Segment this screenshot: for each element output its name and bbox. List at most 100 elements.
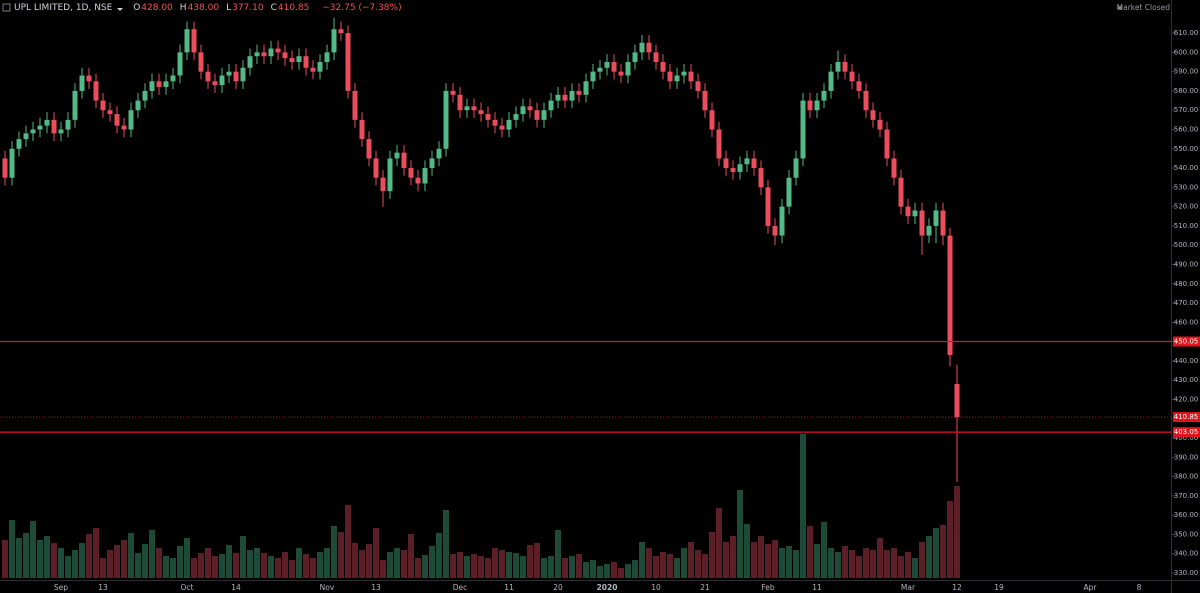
volume-bar [723,542,729,578]
menu-icon[interactable] [2,3,11,12]
y-tick-label: 390.00 [1174,453,1199,461]
candle-body [338,29,344,34]
volume-bar [688,542,694,578]
y-tick-label: 480.00 [1174,280,1199,288]
candle-body [149,81,155,91]
candle-body [317,62,323,72]
candle-body [254,52,260,57]
volume-bar [380,560,386,578]
volume-bar [443,510,449,578]
candle-body [863,90,869,111]
volume-bar [114,545,120,578]
candle-body [233,71,239,82]
y-tick-label: 520.00 [1174,203,1199,211]
volume-bar [198,553,204,578]
volume-bar [541,558,547,578]
y-tick-label: 580.00 [1174,87,1199,95]
volume-bar [730,536,736,578]
candle-body [429,158,435,169]
volume-bar [940,525,946,578]
ohlc-value: 377.10 [232,3,264,13]
volume-bar [884,550,890,578]
candle-body [709,110,715,130]
symbol-dropdown[interactable] [117,8,123,11]
volume-bar [303,554,309,578]
volume-bar [429,546,435,578]
volume-bar [709,532,715,578]
candle-body [800,100,806,159]
volume-bar [856,556,862,578]
ohlc-key: C [270,3,277,13]
candle-body [653,52,659,63]
x-tick-label: 21 [700,583,710,592]
candle-body [436,148,442,159]
candle-body [485,114,491,120]
volume-bar [667,554,673,578]
candle-body [303,56,309,68]
volume-bar [240,536,246,578]
candle-body [611,62,617,72]
candle-body [884,129,890,159]
candle-body [191,29,197,53]
x-tick-label: 14 [231,583,241,592]
volume-bar [919,542,925,578]
change: −32.75 (−7.38%) [322,3,402,13]
volume-bar [16,538,22,578]
volume-bar [863,548,869,578]
volume-bar [191,558,197,578]
candle-body [373,158,379,178]
x-tick-label: 12 [952,583,962,592]
candle-body [282,52,288,59]
candle-body [387,158,393,192]
x-tick-label: Oct [181,583,194,592]
y-tick-label: 600.00 [1174,48,1199,56]
candle-body [268,48,274,57]
volume-bar [478,556,484,578]
candle-body [618,71,624,76]
volume-bar [737,490,743,578]
ohlc: O428.00 H438.00 L377.10 C410.85 [133,3,316,13]
candle-body [275,48,281,53]
candle-body [562,94,568,101]
volume-bar [772,540,778,578]
candle-body [688,71,694,82]
y-tick-label: 380.00 [1174,473,1199,481]
volume-bar [898,556,904,578]
volume-bar [100,558,106,578]
volume-bar [828,548,834,578]
volume-bar [233,553,239,578]
volume-bar [128,533,134,578]
ohlc-value: 410.85 [277,3,310,13]
candle-body [464,106,470,111]
volume-bar [394,548,400,578]
volume-bar [338,532,344,578]
candle-body [72,90,78,120]
volume-bar [912,558,918,578]
candle-body [604,62,610,68]
y-tick-label: 360.00 [1174,511,1199,519]
x-tick-label: 11 [812,583,822,592]
candle-body [926,225,932,236]
volume-bar [121,540,127,578]
candle-body [954,384,960,418]
volume-bar [436,533,442,578]
volume-bar [513,553,519,578]
y-tick-label: 350.00 [1174,530,1199,538]
candle-body [352,90,358,120]
volume-bar [947,501,953,578]
y-tick-label: 430.00 [1174,376,1199,384]
volume-bar [310,558,316,578]
candle-body [772,225,778,236]
candle-body [555,94,561,101]
symbol[interactable]: UPL LIMITED, 1D, NSE [14,3,113,13]
x-tick-label: 19 [994,583,1004,592]
candle-body [667,71,673,82]
volume-bar [345,505,351,578]
candle-body [366,139,372,159]
y-tick-label: 500.00 [1174,241,1199,249]
volume-bar [632,560,638,578]
candle-body [870,110,876,120]
volume-bar [527,545,533,578]
market-status: Market Closed [1116,3,1170,12]
